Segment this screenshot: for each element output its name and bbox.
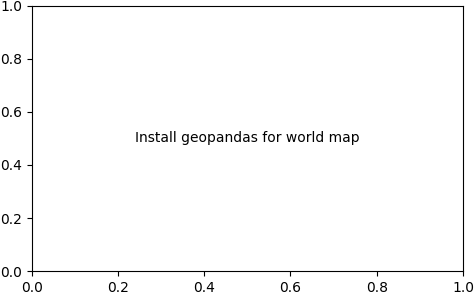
Text: Install geopandas for world map: Install geopandas for world map: [135, 131, 360, 145]
